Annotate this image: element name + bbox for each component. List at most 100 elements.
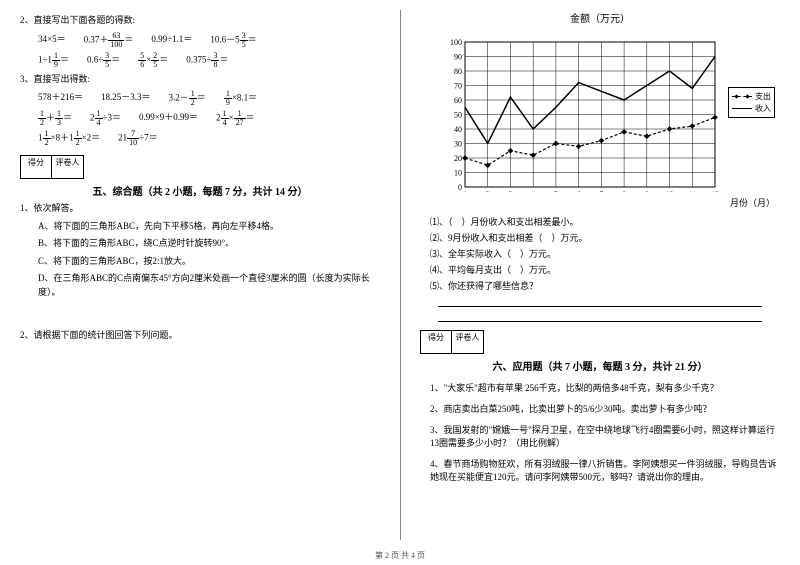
answer-blank-1 [438, 295, 762, 307]
equation-row: 578＋216＝ 18.25－3.3＝ 3.2－12＝ 19×8.1＝ [20, 90, 380, 107]
chart-question: ⑴、（ ）月份收入和支出相差最小。 [430, 215, 780, 228]
equation: 214×127＝ [216, 110, 255, 127]
fraction: 710 [127, 130, 139, 147]
svg-text:6: 6 [577, 190, 581, 192]
q1-item: B、将下面的三角形ABC，绕C点逆时针旋转90°。 [20, 237, 380, 251]
equation: 0.99÷1.1＝ [151, 32, 192, 49]
equation: 0.99×9＋0.99＝ [139, 110, 198, 127]
line-chart: 0102030405060708090100123456789101112 [430, 27, 770, 192]
fraction: 12 [74, 130, 82, 147]
q2-title: 2、直接写出下面各题的得数: [20, 14, 380, 28]
svg-text:10: 10 [666, 190, 674, 192]
equation: 214÷3＝ [90, 110, 121, 127]
q3-equations: 578＋216＝18.25－3.3＝3.2－12＝19×8.1＝12＋13＝21… [20, 90, 380, 147]
legend-dash-icon [732, 96, 752, 97]
q1-title: 1、依次解答。 [20, 202, 380, 216]
equation: 56×25＝ [138, 52, 168, 69]
chart-questions: ⑴、（ ）月份收入和支出相差最小。 ⑵、9月份收入和支出相差（ ）万元。 ⑶、全年实… [420, 215, 780, 292]
application-questions: 1、"大家乐"超市有苹果 256千克，比梨的两倍多48千克，梨有多少千克？ 2、商… [420, 381, 780, 483]
fraction: 12 [38, 110, 46, 127]
equation: 34×5＝ [38, 32, 66, 49]
svg-text:4: 4 [531, 190, 535, 192]
fraction: 35 [240, 32, 248, 49]
score-box-6: 得分 评卷人 [420, 330, 780, 354]
q1-item: D、在三角形ABC的C点南偏东45°方向2厘米处画一个直径3厘米的圆（长度为实际… [20, 272, 380, 299]
svg-text:40: 40 [454, 125, 462, 134]
application-question: 3、我国发射的"嫦娥一号"探月卫星，在空中绕地球飞行4圈需要6小时，照这样计算运… [430, 423, 780, 449]
svg-text:70: 70 [454, 82, 462, 91]
svg-text:7: 7 [599, 190, 603, 192]
legend-expense-label: 支出 [755, 91, 771, 102]
answer-blank-2 [438, 310, 762, 322]
q3-title: 3、直接写出得数: [20, 73, 380, 87]
equation: 1÷119＝ [38, 52, 69, 69]
fraction: 19 [52, 52, 60, 69]
fraction: 35 [103, 52, 111, 69]
svg-text:10: 10 [454, 169, 462, 178]
svg-text:1: 1 [463, 190, 467, 192]
fraction: 14 [221, 110, 229, 127]
score-label: 得分 [20, 155, 52, 179]
svg-text:8: 8 [622, 190, 626, 192]
score-box-5: 得分 评卷人 [20, 155, 380, 179]
application-question: 2、商店卖出白菜250吨，比卖出萝卜的5/6少30吨。卖出萝卜有多少吨？ [430, 402, 780, 415]
svg-text:100: 100 [450, 38, 462, 47]
chart-question: ⑷、平均每月支出（ ）万元。 [430, 263, 780, 276]
svg-text:5: 5 [554, 190, 558, 192]
legend-income-label: 收入 [755, 103, 771, 114]
fraction: 13 [55, 110, 63, 127]
svg-text:3: 3 [508, 190, 512, 192]
fraction: 12 [189, 90, 197, 107]
q1-item: C、将下面的三角形ABC，按2:1放大。 [20, 255, 380, 269]
section5-title: 五、综合题（共 2 小题，每题 7 分，共计 14 分） [20, 183, 380, 198]
equation: 112×8＋112×2＝ [38, 130, 100, 147]
svg-text:9: 9 [645, 190, 649, 192]
equation: 18.25－3.3＝ [101, 90, 151, 107]
chart-question: ⑸、你还获得了哪些信息？ [430, 279, 780, 292]
equation: 0.6÷35＝ [87, 52, 120, 69]
equation: 10.6－535＝ [210, 32, 256, 49]
legend-income: 收入 [732, 103, 771, 114]
right-column: 金额（万元） 010203040506070809010012345678910… [400, 0, 800, 565]
q2b-title: 2、请根据下面的统计图回答下列问题。 [20, 329, 380, 343]
grader-label: 评卷人 [52, 155, 84, 179]
equation: 0.375÷38＝ [186, 52, 228, 69]
application-question: 4、春节商场购物狂欢，所有羽绒服一律八折销售。李阿姨想买一件羽绒服，导购员告诉她… [430, 457, 780, 483]
legend-solid-icon [732, 108, 752, 109]
chart-question: ⑶、全年实际收入（ ）万元。 [430, 247, 780, 260]
page-footer: 第 2 页 共 4 页 [0, 550, 800, 561]
chart-y-title: 金额（万元） [420, 10, 780, 25]
svg-text:80: 80 [454, 67, 462, 76]
svg-text:90: 90 [454, 53, 462, 62]
svg-text:60: 60 [454, 96, 462, 105]
equation-row: 1÷119＝ 0.6÷35＝ 56×25＝ 0.375÷38＝ [20, 52, 380, 69]
equation-row: 112×8＋112×2＝ 21710÷7＝ [20, 130, 380, 147]
equation: 0.37＋63100＝ [84, 32, 134, 49]
legend-expense: 支出 [732, 91, 771, 102]
svg-text:50: 50 [454, 111, 462, 120]
equation-row: 12＋13＝214÷3＝0.99×9＋0.99＝214×127＝ [20, 110, 380, 127]
grader-label: 评卷人 [452, 330, 484, 354]
fraction: 127 [234, 110, 246, 127]
score-label: 得分 [420, 330, 452, 354]
fraction: 38 [211, 52, 219, 69]
q1-item: A、将下面的三角形ABC，先向下平移5格，再向左平移4格。 [20, 220, 380, 234]
equation: 578＋216＝ [38, 90, 83, 107]
application-question: 1、"大家乐"超市有苹果 256千克，比梨的两倍多48千克，梨有多少千克？ [430, 381, 780, 394]
section6-title: 六、应用题（共 7 小题，每题 3 分，共计 21 分） [420, 358, 780, 373]
fraction: 56 [138, 52, 146, 69]
fraction: 19 [224, 90, 232, 107]
svg-text:2: 2 [486, 190, 490, 192]
chart-area: 0102030405060708090100123456789101112 支出… [430, 27, 770, 207]
equation: 19×8.1＝ [224, 90, 257, 107]
q1-subitems: A、将下面的三角形ABC，先向下平移5格，再向左平移4格。 B、将下面的三角形AB… [20, 220, 380, 300]
chart-question: ⑵、9月份收入和支出相差（ ）万元。 [430, 231, 780, 244]
equation: 3.2－12＝ [169, 90, 206, 107]
equation-row: 34×5＝ 0.37＋63100＝ 0.99÷1.1＝ 10.6－535＝ [20, 32, 380, 49]
page-container: 2、直接写出下面各题的得数: 34×5＝ 0.37＋63100＝ 0.99÷1.1＝… [0, 0, 800, 565]
chart-x-title: 月份（月） [730, 196, 775, 209]
svg-text:30: 30 [454, 140, 462, 149]
fraction: 12 [43, 130, 51, 147]
svg-text:20: 20 [454, 154, 462, 163]
equation: 21710÷7＝ [118, 130, 157, 147]
